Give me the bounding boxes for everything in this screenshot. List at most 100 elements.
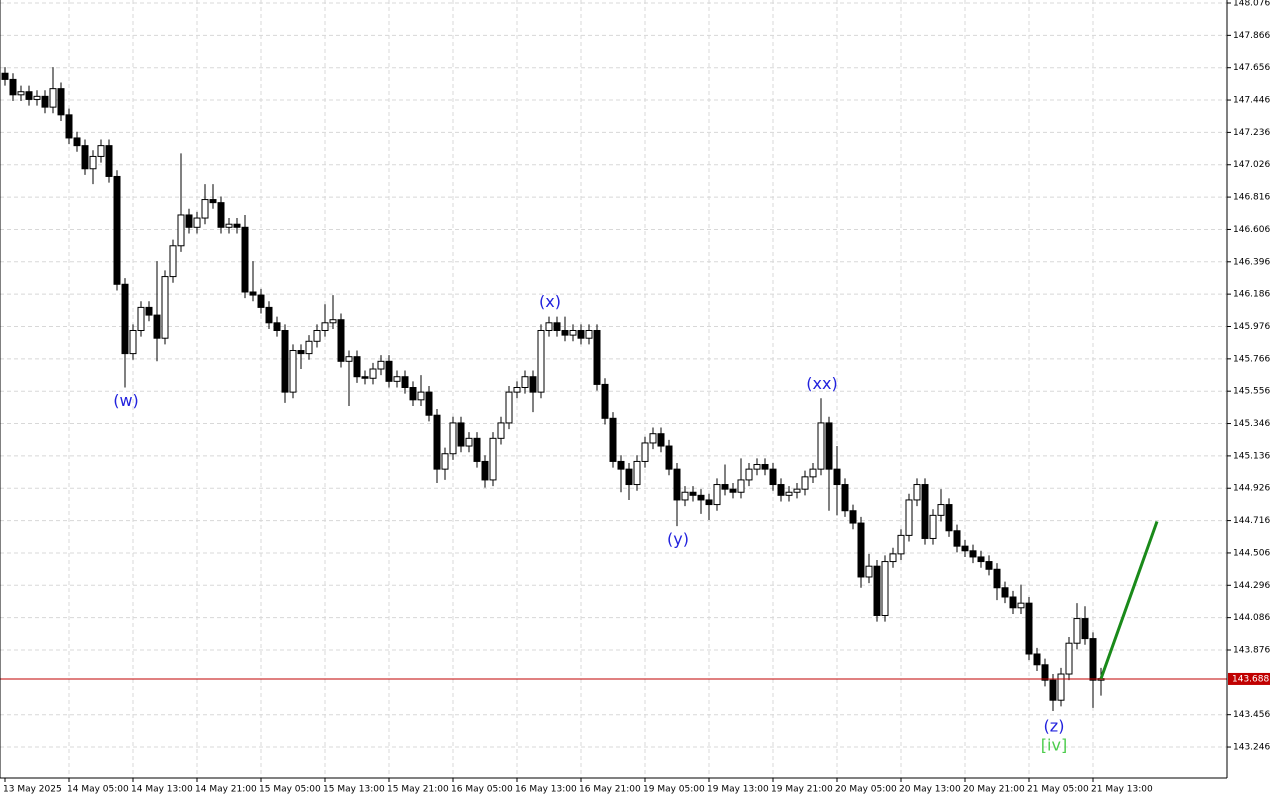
candle-body	[449, 422, 457, 455]
candle-body	[57, 88, 65, 116]
y-tick-label: 145.976	[1233, 322, 1270, 332]
candle-body	[265, 306, 273, 324]
candle-body	[233, 223, 241, 228]
y-tick-label: 148.076	[1233, 0, 1270, 9]
candle-body	[729, 488, 737, 493]
x-tick-label: 15 May 13:00	[323, 785, 385, 795]
candle-body	[473, 437, 481, 462]
candle-body	[857, 522, 865, 578]
x-tick-label: 14 May 21:00	[195, 785, 257, 795]
candle-body	[73, 137, 81, 147]
candle-body	[417, 391, 425, 401]
candle-body	[41, 95, 49, 108]
candle-body	[65, 114, 73, 139]
candle-body	[129, 329, 137, 355]
candle-body	[697, 494, 705, 501]
x-tick-label: 19 May 13:00	[707, 785, 769, 795]
y-tick-label: 144.506	[1233, 548, 1270, 558]
candle-body	[1065, 642, 1073, 675]
y-tick-label: 147.866	[1233, 31, 1270, 41]
candle-body	[401, 376, 409, 388]
candle-body	[625, 468, 633, 486]
candle-body	[945, 504, 953, 532]
candle-body	[225, 223, 233, 228]
candle-body	[881, 561, 889, 616]
candle-body	[769, 468, 777, 486]
candle-body	[1001, 587, 1009, 598]
candle-body	[25, 91, 33, 100]
candle-body	[681, 491, 689, 501]
candle-body	[89, 155, 97, 170]
candle-body	[993, 568, 1001, 589]
candle-body	[801, 476, 809, 490]
current-price-label: 143.688	[1232, 674, 1269, 684]
candle-body	[1049, 679, 1057, 701]
candle-body	[97, 145, 105, 157]
candle-body	[825, 422, 833, 470]
y-tick-label: 144.296	[1233, 581, 1270, 591]
candle-body	[1089, 638, 1097, 681]
candle-body	[593, 329, 601, 385]
candle-body	[705, 499, 713, 506]
candle-body	[521, 376, 529, 388]
candle-body	[329, 319, 337, 324]
candle-body	[665, 445, 673, 470]
candle-body	[257, 294, 265, 308]
wave-label: (xx)	[806, 374, 837, 393]
candle-body	[337, 319, 345, 362]
wave-label: (x)	[539, 292, 561, 311]
x-tick-label: 15 May 05:00	[259, 785, 321, 795]
candle-body	[1033, 653, 1041, 666]
candle-body	[937, 504, 945, 516]
candle-body	[313, 329, 321, 342]
candle-body	[49, 88, 57, 108]
x-tick-label: 14 May 05:00	[67, 785, 129, 795]
candle-body	[841, 484, 849, 512]
candle-body	[505, 391, 513, 424]
candle-body	[121, 283, 129, 355]
candle-body	[617, 460, 625, 470]
candle-body	[737, 479, 745, 493]
y-tick-label: 146.396	[1233, 257, 1270, 267]
candle-body	[977, 556, 985, 563]
candle-body	[345, 356, 353, 362]
y-tick-label: 146.816	[1233, 193, 1270, 203]
y-tick-label: 143.456	[1233, 710, 1270, 720]
candle-body	[865, 565, 873, 578]
candle-body	[713, 484, 721, 506]
candle-body	[913, 484, 921, 501]
candle-body	[385, 360, 393, 382]
candle-body	[753, 464, 761, 470]
candle-body	[169, 245, 177, 278]
x-tick-label: 13 May 2025	[3, 785, 62, 795]
candle-body	[785, 491, 793, 496]
candle-body	[177, 214, 185, 247]
candle-body	[673, 468, 681, 501]
candle-body	[281, 329, 289, 393]
y-tick-label: 143.246	[1233, 743, 1270, 753]
candle-body	[297, 350, 305, 355]
wave-label: (w)	[113, 391, 139, 410]
y-tick-label: 145.766	[1233, 354, 1270, 364]
candle-body	[17, 91, 25, 96]
candle-body	[809, 468, 817, 478]
y-tick-label: 145.556	[1233, 387, 1270, 397]
candle-body	[833, 468, 841, 486]
candle-body	[545, 322, 553, 331]
candle-body	[81, 145, 89, 170]
candle-body	[9, 78, 17, 96]
candle-body	[433, 414, 441, 470]
candle-body	[201, 199, 209, 219]
y-tick-label: 146.186	[1233, 290, 1270, 300]
candle-body	[497, 422, 505, 439]
x-tick-label: 20 May 21:00	[963, 785, 1025, 795]
candle-body	[793, 488, 801, 493]
candle-body	[513, 386, 521, 393]
candle-body	[577, 329, 585, 339]
x-tick-label: 19 May 05:00	[643, 785, 705, 795]
candle-body	[889, 553, 897, 563]
candle-body	[1009, 596, 1017, 609]
candle-body	[465, 437, 473, 447]
